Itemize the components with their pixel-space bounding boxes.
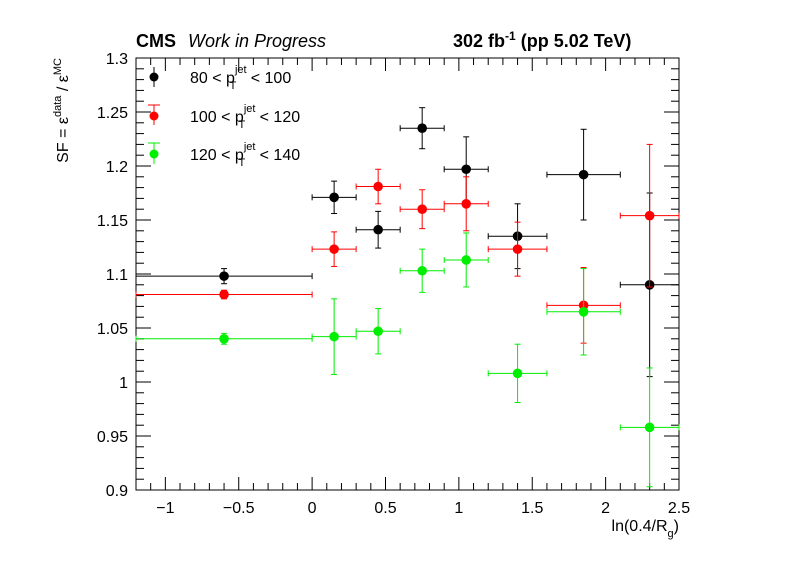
- x-tick-label: 1.5: [521, 500, 543, 517]
- y-tick-label: 1.15: [97, 213, 128, 230]
- data-point: [355, 210, 401, 249]
- legend-entry-series-3: 120 < pjet T < 140: [148, 141, 300, 169]
- data-marker: [512, 244, 523, 254]
- x-axis-title: ln(0.4/Rg): [612, 518, 679, 540]
- y-tick-label: 0.9: [106, 483, 128, 500]
- data-point: [399, 248, 445, 293]
- legend: 80 < pjet T < 100 100 < pjet T < 120 120 <…: [148, 64, 300, 169]
- lumi-label: 302 fb-1 (pp 5.02 TeV): [453, 29, 631, 51]
- y-tick-label: 1.3: [106, 51, 128, 68]
- data-marker: [373, 224, 383, 235]
- x-tick-label: 2.5: [668, 500, 690, 517]
- data-point: [355, 308, 401, 355]
- data-point: [443, 232, 489, 288]
- data-point: [443, 176, 489, 232]
- y-tick-labels: 0.9 0.95 1 1.05 1.1 1.15 1.2 1.25 1.3: [97, 51, 128, 500]
- x-tick-labels: −1 −0.5 0 0.5 1 1.5 2 2.5: [156, 500, 690, 517]
- data-marker: [329, 244, 339, 254]
- data-marker: [417, 123, 427, 133]
- data-marker: [461, 199, 472, 209]
- data-marker: [373, 326, 383, 337]
- data-points: [135, 107, 680, 488]
- data-marker: [461, 164, 472, 175]
- data-marker: [219, 271, 229, 281]
- data-marker: [329, 192, 339, 203]
- y-tick-label: 1.25: [97, 105, 128, 122]
- y-tick-label: 1: [119, 375, 128, 392]
- legend-entry-series-2: 100 < pjet T < 120: [148, 103, 300, 131]
- data-point: [311, 180, 357, 215]
- y-tick-label: 1.05: [97, 321, 128, 338]
- y-axis-title: SF = εdata / εMC: [52, 58, 72, 163]
- data-point: [135, 268, 313, 285]
- legend-marker: [149, 149, 159, 159]
- data-point: [135, 289, 313, 300]
- axis-ticks: [135, 57, 680, 491]
- data-marker: [578, 307, 589, 317]
- data-point: [619, 367, 680, 488]
- series-3: [135, 232, 680, 488]
- legend-label: 100 < pjet T < 120: [190, 103, 300, 131]
- data-marker: [373, 181, 383, 192]
- data-marker: [219, 334, 229, 344]
- legend-label: 120 < pjet T < 140: [190, 141, 300, 169]
- legend-label: 80 < pjet T < 100: [190, 64, 291, 92]
- data-point: [619, 143, 680, 288]
- legend-marker: [149, 72, 159, 82]
- y-tick-label: 1.1: [106, 267, 128, 284]
- x-tick-label: 0: [308, 500, 317, 517]
- experiment-label: CMS: [136, 31, 176, 51]
- x-tick-label: 2: [601, 500, 610, 517]
- data-point: [399, 189, 445, 230]
- x-tick-label: 1: [454, 500, 463, 517]
- status-label: Work in Progress: [188, 31, 326, 51]
- data-marker: [417, 265, 427, 276]
- data-marker: [417, 204, 427, 214]
- data-marker: [329, 331, 339, 342]
- x-tick-label: 0.5: [374, 500, 396, 517]
- data-point: [487, 343, 548, 404]
- x-tick-label: −1: [156, 500, 174, 517]
- data-marker: [578, 169, 589, 180]
- data-point: [546, 128, 621, 221]
- data-marker: [219, 289, 229, 300]
- data-point: [399, 107, 445, 150]
- data-marker: [644, 422, 655, 433]
- data-point: [135, 332, 313, 345]
- data-point: [546, 268, 621, 356]
- y-tick-label: 0.95: [97, 429, 128, 446]
- legend-marker: [149, 111, 159, 121]
- x-tick-label: −0.5: [223, 500, 255, 517]
- data-point: [311, 231, 357, 267]
- data-point: [355, 168, 401, 205]
- legend-entry-series-1: 80 < pjet T < 100: [149, 64, 291, 92]
- data-point: [311, 298, 357, 375]
- data-marker: [461, 255, 472, 265]
- data-marker: [512, 368, 523, 379]
- y-tick-label: 1.2: [106, 159, 128, 176]
- data-point: [487, 221, 548, 277]
- data-marker: [644, 210, 655, 221]
